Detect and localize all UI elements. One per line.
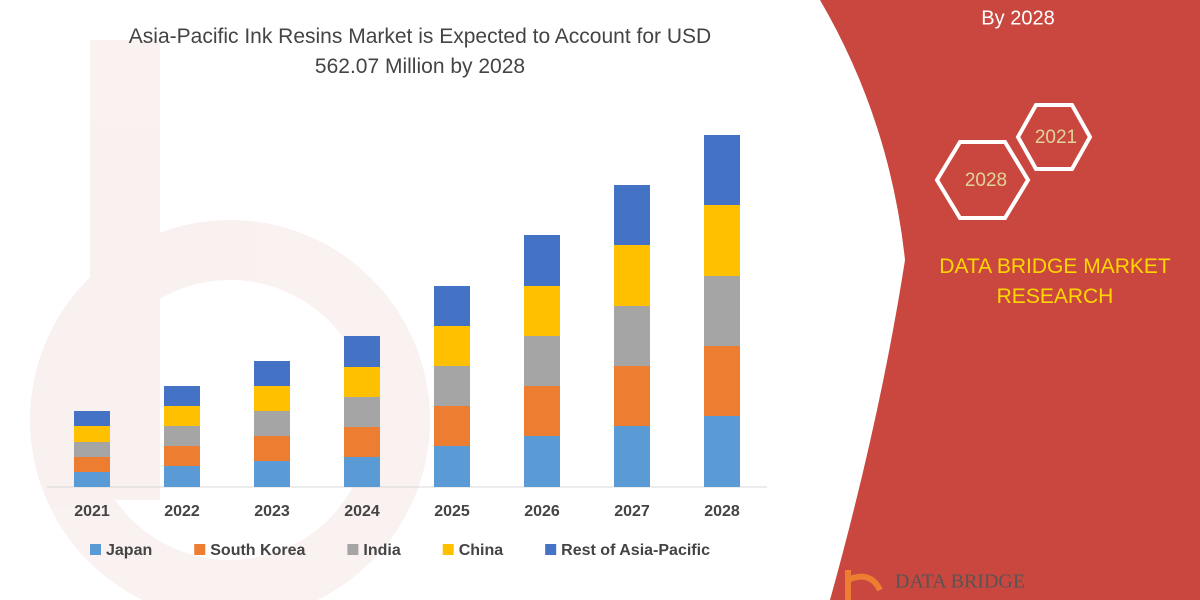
hexagon-label: 2028 <box>965 170 1007 191</box>
bar-segment <box>614 426 650 487</box>
legend-label: Rest of Asia-Pacific <box>561 542 710 559</box>
hexagon <box>934 140 1031 220</box>
bar-segment <box>344 336 380 367</box>
x-tick-label: 2023 <box>254 503 290 520</box>
bar-segment <box>524 386 560 436</box>
bar-segment <box>524 286 560 336</box>
legend-swatch <box>545 544 557 555</box>
bar-segment <box>254 386 290 411</box>
bar-segment <box>74 411 110 426</box>
bar-segment <box>434 366 470 406</box>
bar-segment <box>164 386 200 406</box>
legend-label: Japan <box>106 542 152 559</box>
bar-segment <box>434 286 470 326</box>
bar-segment <box>164 446 200 466</box>
bar-segment <box>524 436 560 487</box>
bar-segment <box>614 245 650 306</box>
bar-segment <box>704 416 740 487</box>
bar-segment <box>434 406 470 446</box>
brand-text: DATA BRIDGE MARKET <box>939 255 1171 278</box>
bar-segment <box>254 361 290 386</box>
bar-segment <box>434 326 470 366</box>
legend-swatch <box>347 544 359 555</box>
chart-title: Asia-Pacific Ink Resins Market is Expect… <box>128 25 712 78</box>
bar-segment <box>344 367 380 397</box>
hexagon-label: 2021 <box>1035 127 1077 148</box>
legend-label: China <box>459 542 504 559</box>
legend-label: South Korea <box>210 542 305 559</box>
bar-segment <box>524 336 560 386</box>
panel-heading: By 2028 <box>981 7 1054 29</box>
bar-segment <box>344 427 380 457</box>
x-tick-label: 2026 <box>524 503 560 520</box>
legend-swatch <box>442 544 454 555</box>
x-tick-label: 2028 <box>704 503 740 520</box>
bar-segment <box>704 276 740 346</box>
logo-text: DATA BRIDGE <box>895 571 1025 593</box>
bar-segment <box>74 442 110 457</box>
bar-segment <box>164 466 200 487</box>
bar-segment <box>614 366 650 426</box>
side-panel <box>820 0 1200 600</box>
bar-segment <box>254 411 290 436</box>
bar-segment <box>254 436 290 461</box>
bar-segment <box>434 446 470 487</box>
bar-segment <box>704 135 740 205</box>
bar-segment <box>344 457 380 487</box>
bar-segment <box>164 426 200 446</box>
hexagon <box>1015 103 1093 171</box>
bar-segment <box>74 457 110 472</box>
bar-segment <box>254 461 290 487</box>
x-tick-label: 2021 <box>74 503 110 520</box>
brand-text: RESEARCH <box>996 285 1114 308</box>
bar-segment <box>524 235 560 286</box>
bar-segment <box>164 406 200 426</box>
legend-swatch <box>90 544 101 555</box>
logo-icon <box>845 570 883 600</box>
bar-segment <box>74 472 110 487</box>
x-tick-label: 2024 <box>344 503 380 520</box>
bar-segment <box>704 346 740 416</box>
bar-segment <box>704 205 740 276</box>
bar-segment <box>74 426 110 442</box>
x-tick-label: 2022 <box>164 503 200 520</box>
x-tick-label: 2025 <box>434 503 470 520</box>
bar-segment <box>614 306 650 366</box>
bar-segment <box>614 185 650 245</box>
x-tick-label: 2027 <box>614 503 650 520</box>
bar-segment <box>344 397 380 427</box>
legend-label: India <box>363 542 400 559</box>
legend-swatch <box>194 544 206 555</box>
